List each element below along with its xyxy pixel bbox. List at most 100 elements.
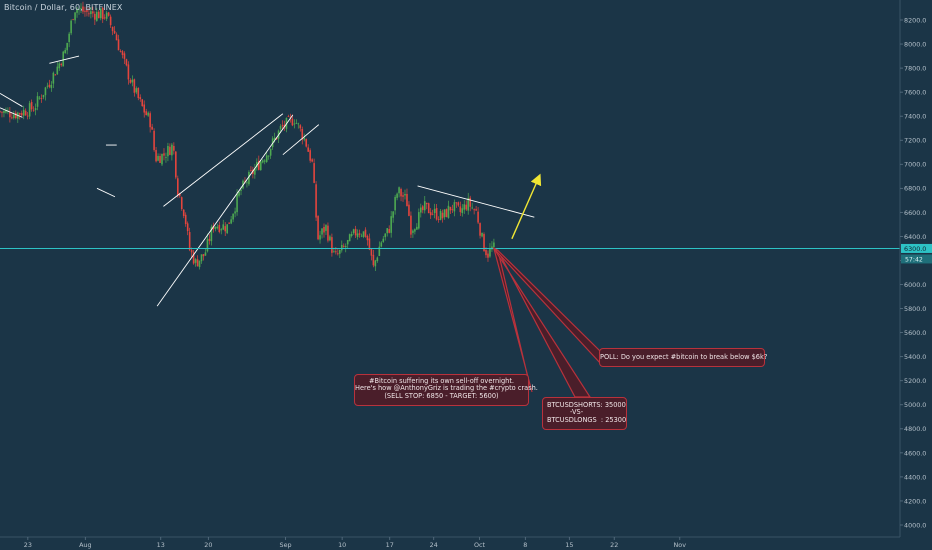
candle-body <box>208 239 211 241</box>
trendline-8 <box>417 185 535 218</box>
price-tick-label: 5600.0 <box>904 329 926 337</box>
candle-body <box>404 193 406 196</box>
candle-body <box>261 160 264 163</box>
price-tick-label: 5800.0 <box>904 305 926 313</box>
candle-body <box>157 155 159 161</box>
candle-body <box>11 117 13 119</box>
price-tick-label: 6800.0 <box>904 185 926 193</box>
time-tick-label: Oct <box>474 541 486 549</box>
candle-body <box>175 151 177 178</box>
candle-body <box>145 111 147 116</box>
annotation-callout-shorts-longs[interactable]: BTCUSDSHORTS: 35000 -VS- BTCUSDLONGS : 2… <box>542 397 627 430</box>
time-tick-label: 24 <box>430 541 438 549</box>
candle-body <box>279 126 282 130</box>
candle-body <box>421 206 424 211</box>
candle-body <box>321 228 323 235</box>
candle-body <box>487 253 489 258</box>
candle-body <box>429 212 432 216</box>
candle-body <box>408 204 410 216</box>
candle-body <box>489 248 491 257</box>
candle-body <box>325 225 327 231</box>
candle-body <box>78 9 80 11</box>
candle-body <box>28 103 31 117</box>
time-tick-label: 10 <box>338 541 346 549</box>
price-tick-label: 4200.0 <box>904 497 926 505</box>
candle-body <box>319 235 321 240</box>
candle-body <box>346 240 349 245</box>
candle-body <box>477 211 479 223</box>
candle-body <box>82 6 84 12</box>
candle-body <box>449 206 452 211</box>
candle-body <box>396 193 398 198</box>
candle-body <box>147 112 149 116</box>
candle-body <box>180 197 183 210</box>
candle-body <box>287 116 290 117</box>
candle-body <box>141 99 144 107</box>
candle-body <box>234 211 236 214</box>
candle-body <box>418 212 420 229</box>
candle-body <box>76 9 78 13</box>
candle-body <box>103 17 106 19</box>
candle-body <box>441 212 444 219</box>
candle-body <box>153 130 155 151</box>
trendline-6 <box>163 113 284 207</box>
candle-body <box>269 148 272 156</box>
price-tick-label: 8200.0 <box>904 16 926 24</box>
candle-body <box>86 10 88 12</box>
candle-body <box>291 118 294 126</box>
candle-body <box>190 249 193 253</box>
candle-body <box>366 235 369 241</box>
candle-body <box>184 214 187 225</box>
candle-body <box>356 233 359 237</box>
time-tick-label: 20 <box>204 541 212 549</box>
annotation-callout-selloff[interactable]: #Bitcoin suffering its own sell-off over… <box>354 374 538 406</box>
candle-body <box>214 226 217 229</box>
annotation-callout-poll[interactable]: POLL: Do you expect #bitcoin to break be… <box>599 348 767 367</box>
candle-body <box>259 161 262 171</box>
candle-body <box>210 226 213 242</box>
candle-body <box>376 257 379 262</box>
candle-body <box>406 193 408 207</box>
candle-body <box>177 178 179 195</box>
candle-body <box>301 128 304 140</box>
price-tick-label: 6000.0 <box>904 281 926 289</box>
candle-body <box>491 246 493 250</box>
candle-body <box>263 160 266 162</box>
candle-body <box>97 11 100 19</box>
trendlines-layer <box>0 55 542 307</box>
price-tick-label: 6600.0 <box>904 209 926 217</box>
time-tick-label: 13 <box>157 541 165 549</box>
candle-body <box>469 197 471 207</box>
candle-body <box>254 168 256 175</box>
countdown-label: 57:42 <box>905 256 923 263</box>
candle-body <box>481 232 483 237</box>
candle-body <box>463 204 466 210</box>
candle-body <box>475 209 477 211</box>
candle-body <box>317 216 319 240</box>
candle-body <box>24 110 27 116</box>
candle-body <box>15 112 17 119</box>
candle-body <box>273 137 276 140</box>
candle-body <box>20 113 23 116</box>
price-tick-label: 4800.0 <box>904 425 926 433</box>
candle-body <box>26 115 29 117</box>
candle-body <box>281 125 284 127</box>
candle-body <box>99 8 102 19</box>
price-axis: 4000.0 4200.0 4400.0 4600.0 4800.0 5000.0 5200… <box>899 0 932 550</box>
candle-body <box>165 157 167 158</box>
candle-body <box>333 251 335 253</box>
candle-body <box>342 245 345 247</box>
candle-body <box>392 211 394 218</box>
candle-body <box>80 8 82 10</box>
candle-body <box>307 147 309 152</box>
candle-body <box>218 224 221 232</box>
candle-body <box>378 246 381 257</box>
time-tick-label: Sep <box>280 541 292 549</box>
price-tick-label: 4600.0 <box>904 449 926 457</box>
candle-body <box>313 163 315 183</box>
current-price-label: 6300.0 <box>904 245 926 253</box>
candle-body <box>173 145 175 151</box>
candle-body <box>139 97 142 99</box>
